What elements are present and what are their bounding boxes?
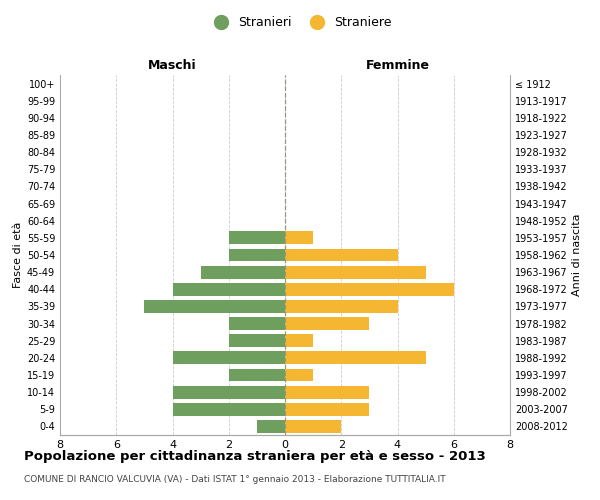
- Bar: [285, 403, 370, 415]
- Bar: [285, 232, 313, 244]
- Bar: [285, 352, 425, 364]
- Bar: [229, 368, 285, 382]
- Bar: [285, 420, 341, 433]
- Bar: [285, 248, 398, 262]
- Y-axis label: Anni di nascita: Anni di nascita: [572, 214, 582, 296]
- Bar: [229, 317, 285, 330]
- Bar: [173, 283, 285, 296]
- Bar: [229, 232, 285, 244]
- Text: Maschi: Maschi: [148, 60, 197, 72]
- Bar: [173, 352, 285, 364]
- Bar: [285, 334, 313, 347]
- Text: COMUNE DI RANCIO VALCUVIA (VA) - Dati ISTAT 1° gennaio 2013 - Elaborazione TUTTI: COMUNE DI RANCIO VALCUVIA (VA) - Dati IS…: [24, 475, 446, 484]
- Text: Femmine: Femmine: [365, 60, 430, 72]
- Bar: [200, 266, 285, 278]
- Bar: [229, 248, 285, 262]
- Bar: [285, 317, 370, 330]
- Bar: [285, 368, 313, 382]
- Text: Popolazione per cittadinanza straniera per età e sesso - 2013: Popolazione per cittadinanza straniera p…: [24, 450, 486, 463]
- Bar: [285, 283, 454, 296]
- Bar: [145, 300, 285, 313]
- Legend: Stranieri, Straniere: Stranieri, Straniere: [203, 11, 397, 34]
- Y-axis label: Fasce di età: Fasce di età: [13, 222, 23, 288]
- Bar: [173, 403, 285, 415]
- Bar: [285, 300, 398, 313]
- Bar: [257, 420, 285, 433]
- Bar: [285, 386, 370, 398]
- Bar: [173, 386, 285, 398]
- Bar: [229, 334, 285, 347]
- Bar: [285, 266, 425, 278]
